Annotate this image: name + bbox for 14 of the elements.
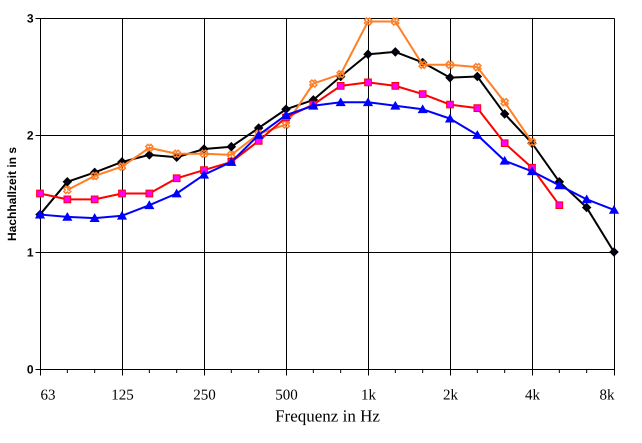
y-tick-label: 2 xyxy=(26,128,34,142)
y-tick-label: 3 xyxy=(26,12,34,26)
x-tick-label: 8k xyxy=(600,388,615,404)
y-tick-label: 0 xyxy=(26,362,34,376)
x-tick-label: 125 xyxy=(111,388,134,404)
y-tick-label: 1 xyxy=(26,246,34,260)
y-axis-title: Hachhallzeit in s xyxy=(4,146,19,242)
x-tick-label: 500 xyxy=(275,388,298,404)
x-tick-label: 2k xyxy=(443,388,458,404)
x-tick-label: 1k xyxy=(361,388,376,404)
x-axis-title: Frequenz in Hz xyxy=(275,406,380,426)
x-tick-label: 63 xyxy=(40,388,56,404)
x-tick-label: 4k xyxy=(525,388,540,404)
x-tick-label: 250 xyxy=(193,388,216,404)
